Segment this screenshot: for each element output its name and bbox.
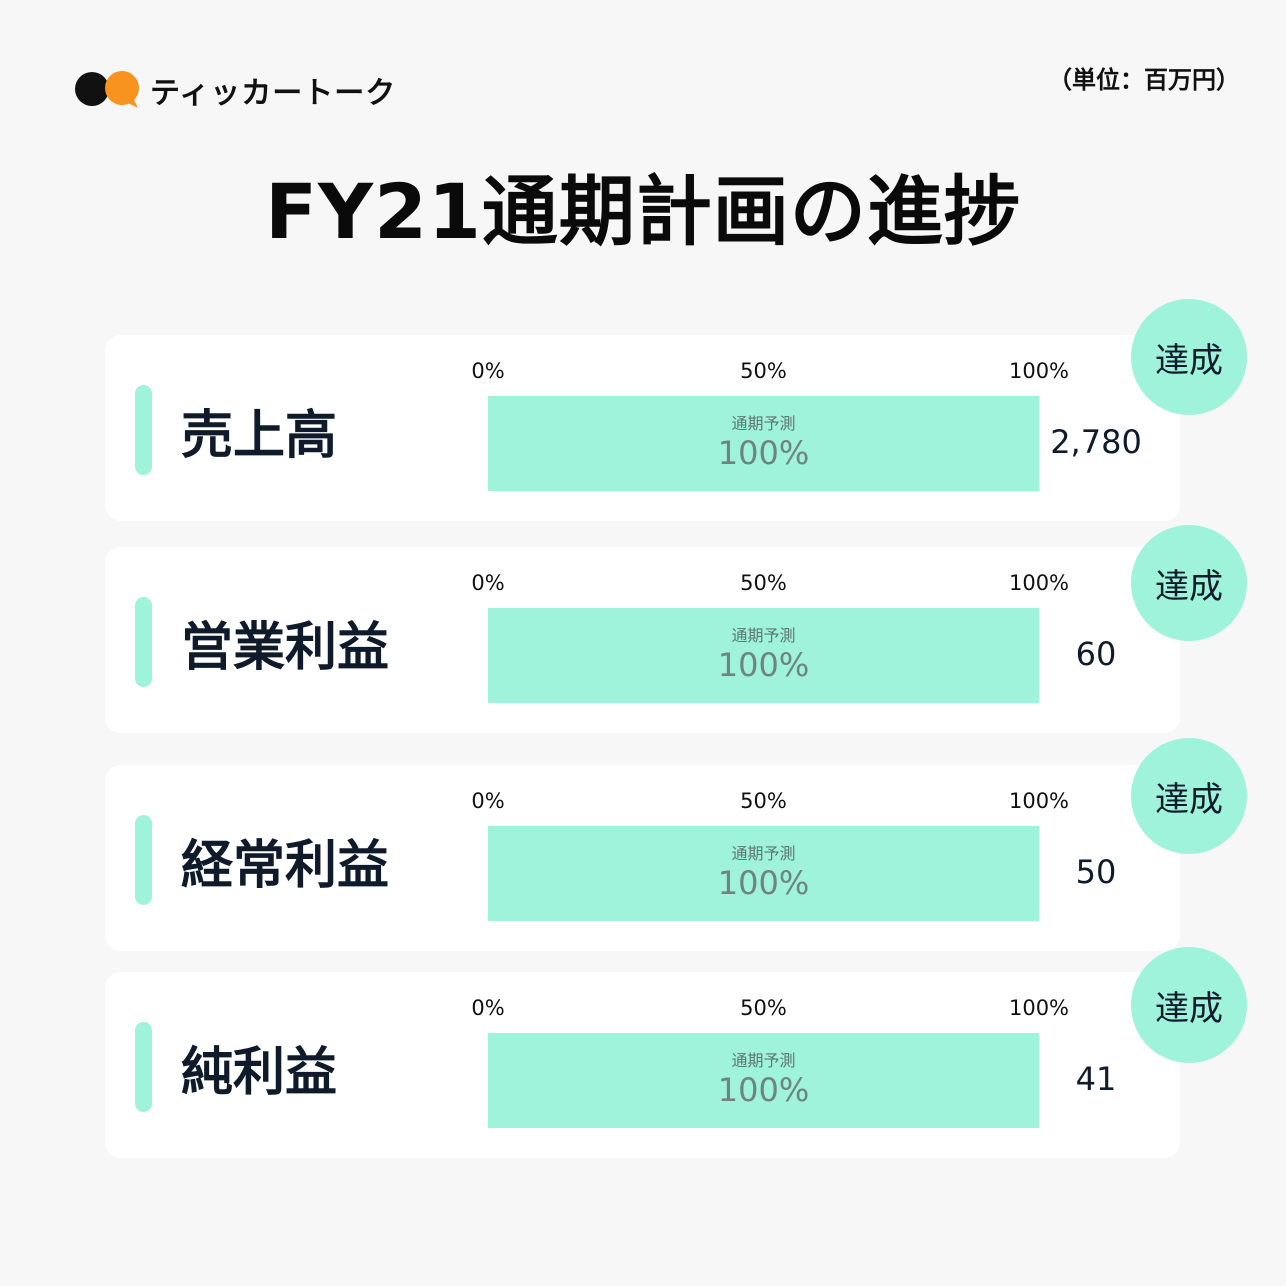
- progress-track: 通期予測 100%: [488, 396, 1039, 491]
- forecast-value: 41: [1075, 1060, 1117, 1098]
- status-badge: 達成: [1131, 299, 1247, 415]
- status-badge: 達成: [1131, 738, 1247, 854]
- metric-card: 純利益 0% 50% 100% 通期予測 100% 41: [105, 972, 1180, 1158]
- progress-track: 通期予測 100%: [488, 608, 1039, 703]
- accent-bar: [135, 385, 152, 475]
- accent-bar: [135, 597, 152, 687]
- page-title: FY21通期計画の進捗: [265, 167, 1021, 256]
- metric-label: 純利益: [181, 1043, 338, 1103]
- bar-value-label: 100%: [717, 434, 810, 472]
- bar-caption: 通期予測: [731, 626, 796, 645]
- bar-value-label: 100%: [717, 646, 810, 684]
- progress-bar: [488, 608, 1039, 703]
- accent-bar: [135, 815, 152, 905]
- tick-label: 100%: [1008, 996, 1070, 1020]
- bar-caption: 通期予測: [731, 1051, 796, 1070]
- forecast-value: 50: [1075, 853, 1117, 891]
- tick-label: 100%: [1008, 571, 1070, 595]
- accent-bar: [135, 1022, 152, 1112]
- progress-track: 通期予測 100%: [488, 1033, 1039, 1128]
- metric-label: 営業利益: [181, 618, 390, 678]
- progress-bar: [488, 1033, 1039, 1128]
- tick-label: 50%: [740, 359, 787, 383]
- forecast-value: 2,780: [1050, 423, 1142, 461]
- metric-card: 営業利益 0% 50% 100% 通期予測 100% 60: [105, 547, 1180, 733]
- tick-label: 100%: [1008, 789, 1070, 813]
- forecast-value: 60: [1075, 635, 1117, 673]
- tick-label: 0%: [471, 359, 505, 383]
- tick-label: 50%: [740, 996, 787, 1020]
- bar-value-label: 100%: [717, 1071, 810, 1109]
- status-badge: 達成: [1131, 947, 1247, 1063]
- tick-label: 50%: [740, 789, 787, 813]
- unit-note: （単位：百万円）: [1048, 66, 1240, 94]
- metric-card: 経常利益 0% 50% 100% 通期予測 100% 50: [105, 765, 1180, 951]
- tick-label: 100%: [1008, 359, 1070, 383]
- speech-bubbles-icon: [75, 71, 139, 108]
- tick-label: 50%: [740, 571, 787, 595]
- tick-label: 0%: [471, 789, 505, 813]
- progress-track: 通期予測 100%: [488, 826, 1039, 921]
- metric-card: 売上高 0% 50% 100% 通期予測 100% 2,780: [105, 335, 1180, 521]
- bar-value-label: 100%: [717, 864, 810, 902]
- progress-bar: [488, 396, 1039, 491]
- metric-label: 経常利益: [181, 836, 390, 896]
- bar-caption: 通期予測: [731, 414, 796, 433]
- tick-label: 0%: [471, 571, 505, 595]
- bar-caption: 通期予測: [731, 844, 796, 863]
- metric-label: 売上高: [181, 406, 338, 466]
- brand-name: ティッカートーク: [150, 76, 397, 111]
- brand-logo: ティッカートーク: [74, 70, 397, 111]
- status-badge: 達成: [1131, 525, 1247, 641]
- progress-bar: [488, 826, 1039, 921]
- tick-label: 0%: [471, 996, 505, 1020]
